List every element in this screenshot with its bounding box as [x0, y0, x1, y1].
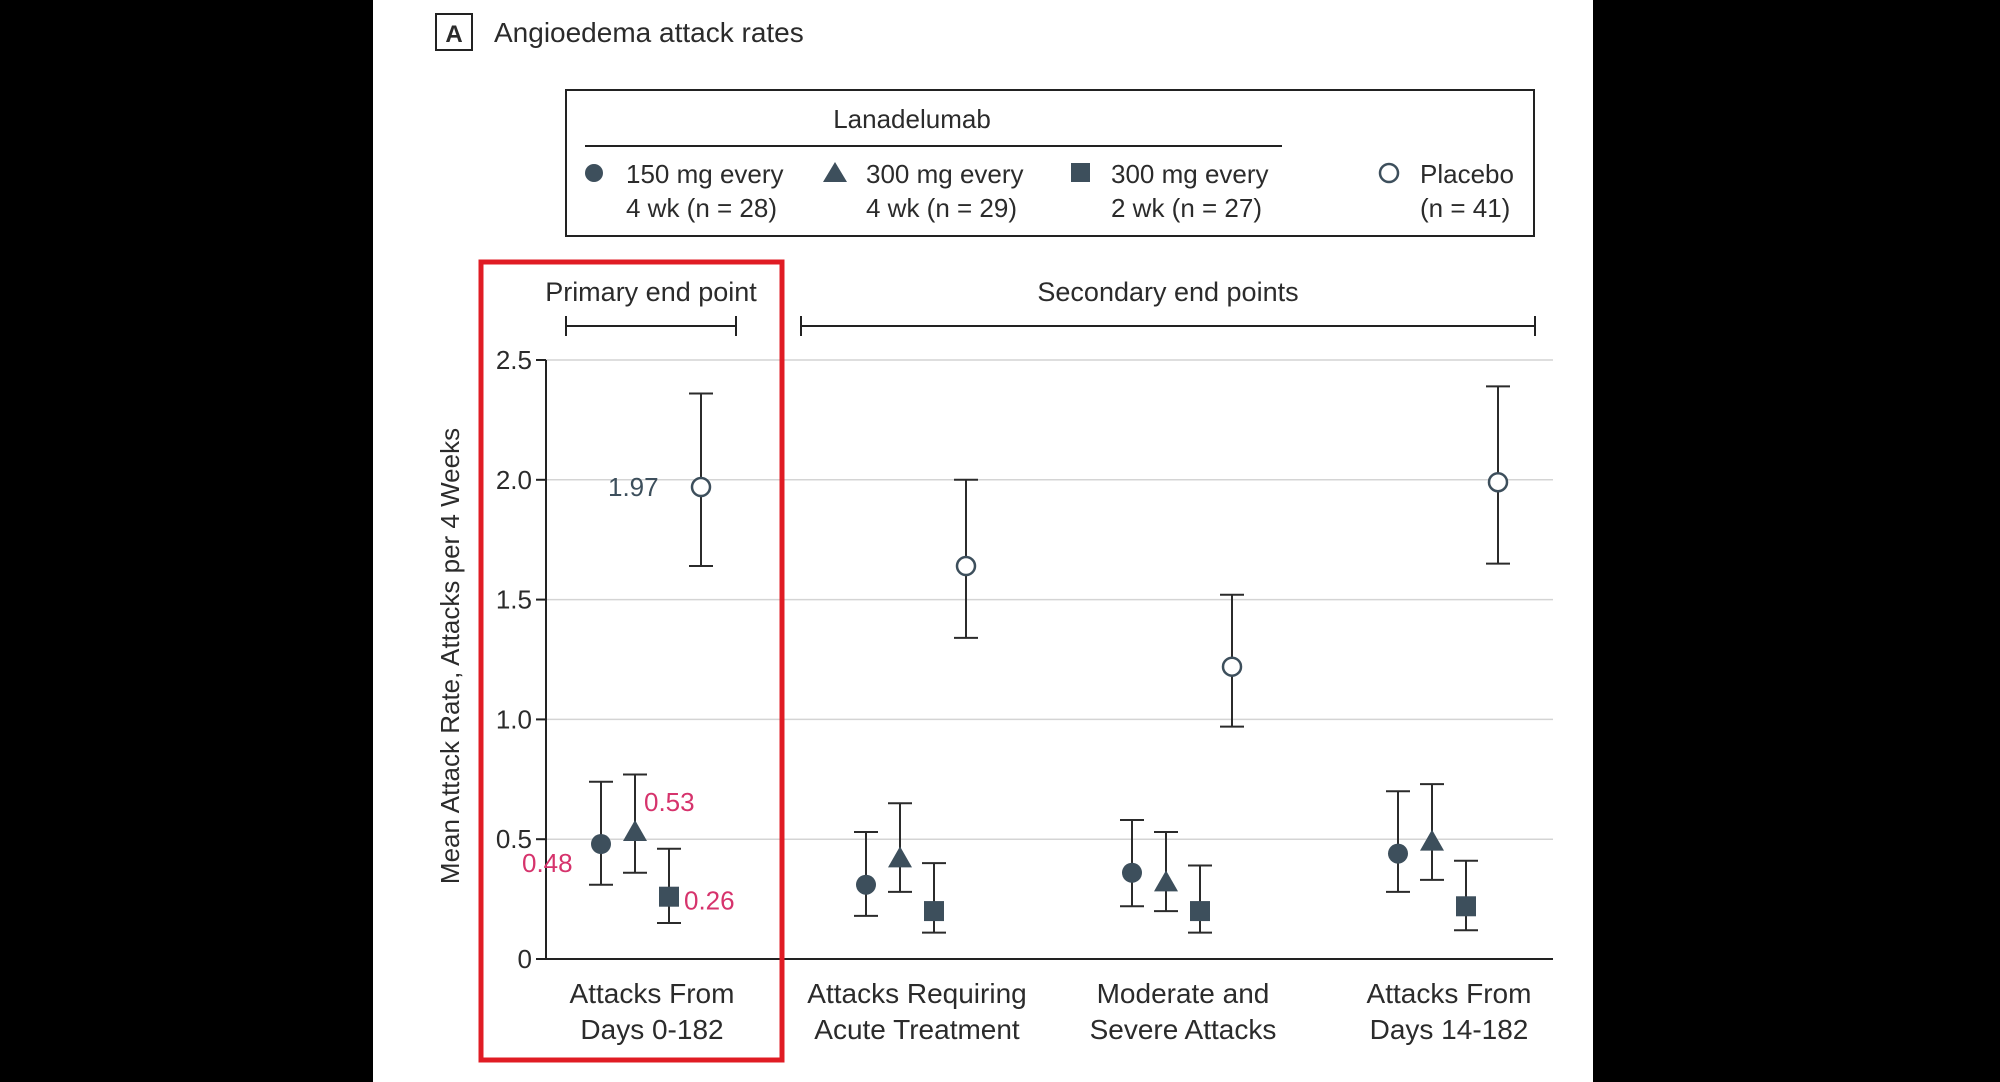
- legend-label-line1: 150 mg every: [626, 159, 784, 189]
- panel-title: Angioedema attack rates: [494, 17, 804, 48]
- x-category-label: Days 14-182: [1370, 1014, 1529, 1045]
- data-point-150mg-4wk: [591, 833, 611, 854]
- axis-layer: 0 0.5 1.0 1.5 2.0 2.5 Attacks From Days 0-182 At…: [496, 345, 1553, 1045]
- panel-letter: A: [445, 21, 462, 48]
- x-category-label: Acute Treatment: [814, 1014, 1020, 1045]
- data-value-annotation: 0.26: [684, 886, 735, 916]
- data-point-300mg-2wk: [1456, 896, 1476, 917]
- data-point-300mg-4wk: [888, 846, 912, 868]
- y-tick-label: 0.5: [496, 824, 532, 854]
- legend-label-line1: 300 mg every: [1111, 159, 1269, 189]
- data-layer: 0.48 0.53 0.26 1.97: [522, 385, 1510, 934]
- y-tick-label: 0: [518, 944, 532, 974]
- legend-label-line2: 4 wk (n = 28): [626, 193, 777, 223]
- data-point-150mg-4wk: [1388, 843, 1408, 864]
- y-axis-title: Mean Attack Rate, Attacks per 4 Weeks: [435, 428, 465, 884]
- data-point-placebo: [690, 476, 712, 498]
- y-tick-label: 1.5: [496, 585, 532, 615]
- data-point-placebo: [1487, 471, 1509, 493]
- secondary-endpoints-label: Secondary end points: [1037, 277, 1298, 307]
- legend-item-300mg-4wk: 300 mg every 4 wk (n = 29): [823, 159, 1024, 223]
- data-point-placebo: [1221, 656, 1243, 677]
- grid-layer: [546, 359, 1553, 840]
- secondary-endpoints-bracket: [800, 316, 1536, 336]
- panel-letter-box: [435, 13, 473, 51]
- data-point-300mg-2wk: [924, 901, 944, 922]
- x-category-label: Severe Attacks: [1090, 1014, 1277, 1045]
- data-value-annotation: 0.48: [522, 848, 573, 878]
- data-point-300mg-4wk: [1420, 829, 1444, 851]
- primary-endpoint-label: Primary end point: [545, 277, 757, 307]
- legend-label-line1: Placebo: [1420, 159, 1514, 189]
- x-category-label: Moderate and: [1097, 978, 1270, 1009]
- legend-item-placebo: Placebo (n = 41): [1378, 159, 1514, 223]
- legend-label-line2: 2 wk (n = 27): [1111, 193, 1262, 223]
- triangle-marker-icon: [823, 162, 847, 182]
- y-tick-label: 2.0: [496, 465, 532, 495]
- x-category-label: Attacks From: [570, 978, 735, 1009]
- open-circle-marker-icon: [1378, 162, 1400, 184]
- data-point-150mg-4wk: [1122, 862, 1142, 883]
- x-category-label: Attacks From: [1367, 978, 1532, 1009]
- data-point-150mg-4wk: [856, 874, 876, 895]
- legend-label-line1: 300 mg every: [866, 159, 1024, 189]
- legend-label-line2: (n = 41): [1420, 193, 1510, 223]
- data-point-300mg-2wk: [659, 886, 679, 907]
- primary-endpoint-highlight-box: [478, 259, 785, 1063]
- data-value-annotation: 1.97: [608, 472, 659, 502]
- legend-item-300mg-2wk: 300 mg every 2 wk (n = 27): [1071, 159, 1269, 223]
- x-category-label: Attacks Requiring: [807, 978, 1026, 1009]
- data-point-300mg-4wk: [1154, 870, 1178, 892]
- legend-box: [565, 89, 1535, 237]
- square-marker-icon: [1071, 163, 1090, 182]
- data-value-annotation: 0.53: [644, 787, 695, 817]
- x-category-label: Days 0-182: [580, 1014, 723, 1045]
- legend-item-150mg: 150 mg every 4 wk (n = 28): [585, 159, 784, 223]
- y-tick-label: 2.5: [496, 345, 532, 375]
- data-point-placebo: [955, 555, 977, 577]
- data-point-300mg-2wk: [1190, 901, 1210, 922]
- y-tick-label: 1.0: [496, 704, 532, 734]
- legend-group-label: Lanadelumab: [833, 104, 991, 134]
- primary-endpoint-bracket: [565, 316, 737, 336]
- data-point-300mg-4wk: [623, 820, 647, 842]
- circle-marker-icon: [585, 164, 603, 182]
- legend-label-line2: 4 wk (n = 29): [866, 193, 1017, 223]
